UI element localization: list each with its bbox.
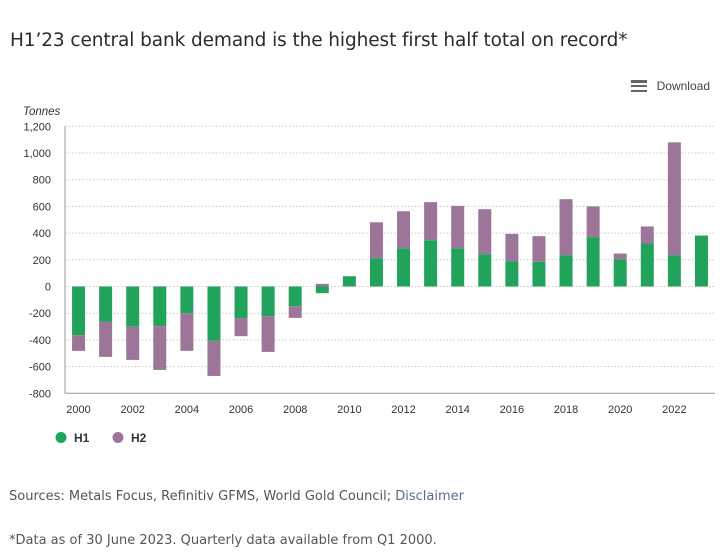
bar-h2-2003	[153, 326, 167, 370]
x-tick-label: 2018	[554, 404, 578, 416]
bar-h2-2019	[586, 206, 600, 238]
y-tick-label: 800	[33, 175, 51, 187]
bar-h1-2003	[153, 286, 167, 327]
x-tick-label: 2016	[500, 404, 524, 416]
bar-h1-2006	[234, 286, 248, 319]
bar-h1-2020	[613, 259, 627, 287]
bar-h2-2007	[261, 316, 275, 352]
legend-marker-h1	[55, 432, 67, 443]
bar-h1-2021	[640, 243, 654, 287]
y-tick-label: -800	[29, 388, 51, 400]
bar-h1-2022	[667, 255, 681, 287]
x-tick-label: 2020	[608, 404, 632, 416]
x-tick-label: 2010	[337, 404, 361, 416]
bar-h2-2012	[397, 211, 411, 249]
chart-title: H1’23 central bank demand is the highest…	[10, 30, 628, 51]
y-axis-title: Tonnes	[23, 106, 61, 118]
bar-h2-2001	[99, 321, 113, 357]
bar-h1-2008	[288, 286, 302, 307]
bar-h2-2011	[369, 222, 383, 259]
bar-h2-2020	[613, 253, 627, 260]
bar-h2-2014	[451, 205, 465, 249]
bar-h1-2004	[180, 286, 194, 314]
y-tick-label: 600	[33, 201, 51, 213]
bar-h2-2005	[207, 340, 221, 376]
y-tick-label: -200	[29, 308, 51, 320]
bar-h2-2022	[667, 142, 681, 256]
chart: Tonnes -800 -600 -400 -200 0 200 400 600 800 1,00…	[23, 106, 715, 445]
bar-h2-2009	[315, 283, 329, 287]
bar-h2-2017	[532, 236, 546, 262]
bar-h1-2017	[532, 261, 546, 287]
bar-h2-2008	[288, 306, 302, 318]
bar-h1-2014	[451, 248, 465, 287]
bar-h1-2016	[505, 261, 519, 287]
y-tick-label: 400	[33, 228, 51, 240]
sources-note: Sources: Metals Focus, Refinitiv GFMS, W…	[9, 489, 464, 504]
bar-h1-2015	[478, 254, 492, 287]
bar-h1-2009	[315, 286, 329, 294]
bar-h2-2004	[180, 313, 194, 351]
y-tick-label: 0	[45, 282, 51, 294]
legend-marker-h2	[112, 432, 124, 443]
bar-h1-2000	[72, 286, 86, 336]
x-tick-label: 2006	[229, 404, 253, 416]
y-tick-label: -600	[29, 362, 51, 374]
x-tick-label: 2002	[120, 404, 144, 416]
download-label: Download	[656, 79, 710, 93]
y-tick-label: -400	[29, 335, 51, 347]
download-button[interactable]: Download	[630, 79, 710, 93]
x-tick-label: 2008	[283, 404, 307, 416]
bar-h1-2007	[261, 286, 275, 317]
legend: H1 H2	[55, 431, 147, 445]
bars	[72, 142, 708, 376]
bar-h2-2018	[559, 199, 573, 256]
axes	[64, 126, 715, 394]
disclaimer-link[interactable]: Disclaimer	[395, 489, 464, 504]
bar-h1-2002	[126, 286, 140, 327]
bar-h1-2012	[397, 248, 411, 287]
x-tick-label: 2004	[175, 404, 199, 416]
bar-h1-2011	[369, 258, 383, 287]
legend-label-h1: H1	[74, 431, 90, 445]
menu-icon	[630, 80, 647, 92]
y-tick-labels: -800 -600 -400 -200 0 200 400 600 800 1,000 1,200	[23, 121, 51, 400]
y-tick-label: 1,200	[23, 121, 51, 133]
bar-h2-2000	[72, 335, 86, 351]
data-note: *Data as of 30 June 2023. Quarterly data…	[9, 533, 437, 548]
y-tick-label: 200	[33, 255, 51, 267]
bar-h1-2019	[586, 237, 600, 287]
bar-h2-2013	[424, 202, 438, 241]
bar-h1-2023	[694, 235, 708, 287]
x-tick-labels: 2000 2002 2004 2006 2008 2010 2012 2014 2016 2018…	[66, 404, 686, 416]
bar-h2-2015	[478, 209, 492, 255]
bar-h2-2002	[126, 326, 140, 360]
bar-h1-2018	[559, 255, 573, 287]
x-tick-label: 2022	[662, 404, 686, 416]
bar-h1-2013	[424, 240, 438, 287]
x-tick-label: 2000	[66, 404, 90, 416]
legend-label-h2: H2	[131, 431, 147, 445]
bar-h2-2021	[640, 226, 654, 244]
bar-h1-2010	[342, 276, 356, 287]
x-tick-label: 2014	[445, 404, 469, 416]
y-tick-label: 1,000	[23, 148, 51, 160]
bar-h2-2006	[234, 318, 248, 337]
bar-h1-2001	[99, 286, 113, 322]
sources-text: Sources: Metals Focus, Refinitiv GFMS, W…	[9, 489, 396, 504]
bar-h2-2016	[505, 233, 519, 262]
x-tick-label: 2012	[391, 404, 415, 416]
bar-h1-2005	[207, 286, 221, 341]
